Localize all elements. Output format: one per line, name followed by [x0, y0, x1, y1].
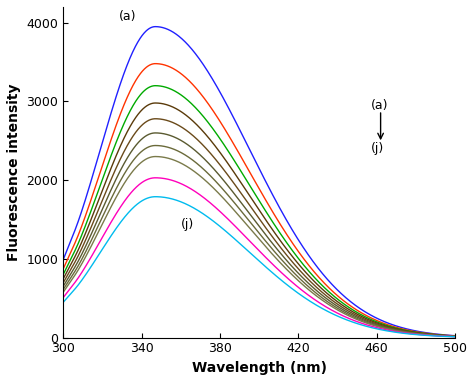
Text: (j): (j): [181, 218, 194, 231]
Text: (j): (j): [371, 142, 384, 155]
Text: (a): (a): [119, 10, 137, 23]
X-axis label: Wavelength (nm): Wavelength (nm): [191, 361, 327, 375]
Y-axis label: Fluorescence intensity: Fluorescence intensity: [7, 84, 21, 261]
Text: (a): (a): [371, 99, 388, 112]
